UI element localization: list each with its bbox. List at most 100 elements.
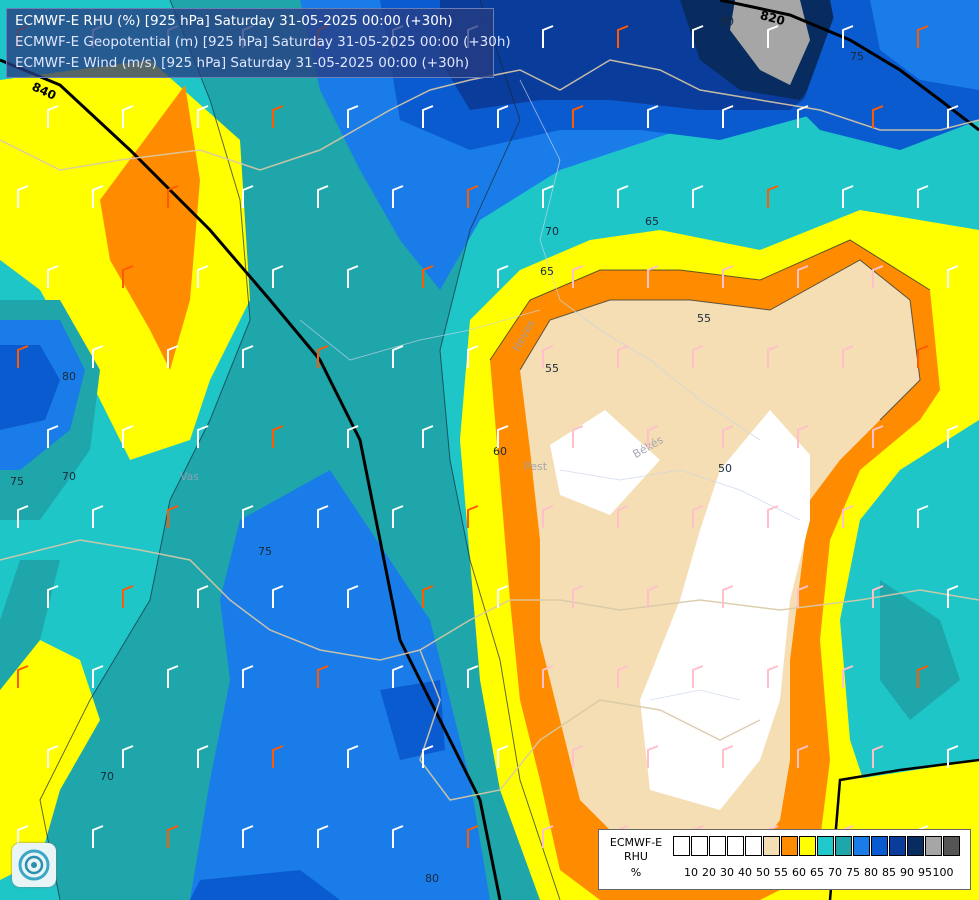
wind-barb-icon <box>722 585 734 608</box>
wind-barb-icon <box>242 345 254 368</box>
wind-barb-icon <box>92 345 104 368</box>
contour-label-rhu: 80 <box>62 370 76 383</box>
wind-barb-icon <box>497 265 509 288</box>
contour-label-rhu: 90 <box>720 15 734 28</box>
wind-barb-icon <box>467 345 479 368</box>
wind-barb-icon <box>347 745 359 768</box>
wind-barb-icon <box>167 505 179 528</box>
wind-barb-icon <box>947 105 959 128</box>
wind-barb-icon <box>692 185 704 208</box>
legend-tick: 75 <box>846 866 860 879</box>
wind-barb-icon <box>692 25 704 48</box>
wind-barb-icon <box>617 345 629 368</box>
wind-barb-icon <box>542 505 554 528</box>
wind-barb-icon <box>722 105 734 128</box>
legend-swatch <box>691 836 708 856</box>
wind-barb-icon <box>647 105 659 128</box>
wind-barb-icon <box>197 105 209 128</box>
legend-swatch <box>709 836 726 856</box>
legend-swatch <box>943 836 960 856</box>
wind-barb-icon <box>947 745 959 768</box>
wind-barb-icon <box>47 745 59 768</box>
wind-barb-icon <box>842 345 854 368</box>
wind-barb-icon <box>542 665 554 688</box>
wind-barb-icon <box>917 25 929 48</box>
rhu-band-70-75-sw <box>0 560 60 690</box>
wind-barb-icon <box>647 745 659 768</box>
wind-barb-icon <box>317 825 329 848</box>
rhu-band-70-75-east <box>880 580 960 720</box>
legend-swatch <box>925 836 942 856</box>
wind-barb-icon <box>797 745 809 768</box>
wind-barb-icon <box>272 585 284 608</box>
legend-swatch <box>799 836 816 856</box>
legend-tick: 30 <box>720 866 734 879</box>
title-wind: ECMWF-E Wind (m/s) [925 hPa] Saturday 31… <box>15 55 470 71</box>
legend-tick: 80 <box>864 866 878 879</box>
wind-barb-icon <box>17 825 29 848</box>
legend-tick: 65 <box>810 866 824 879</box>
wind-barb-icon <box>167 825 179 848</box>
wind-barb-icon <box>947 585 959 608</box>
contour-label-rhu: 70 <box>545 225 559 238</box>
wind-barb-icon <box>422 425 434 448</box>
wind-barb-icon <box>17 505 29 528</box>
rhu-band-80-85-west <box>0 345 60 430</box>
legend-swatch <box>889 836 906 856</box>
wind-barb-icon <box>197 425 209 448</box>
legend-swatch <box>781 836 798 856</box>
wind-barb-icon <box>122 745 134 768</box>
wind-barb-icon <box>692 665 704 688</box>
wind-barb-icon <box>497 105 509 128</box>
contour-label-rhu: 75 <box>258 545 272 558</box>
wind-barb-icon <box>317 185 329 208</box>
contour-label-rhu: 60 <box>493 445 507 458</box>
legend-tick: 100 <box>932 866 954 879</box>
legend-swatch <box>853 836 870 856</box>
wind-barb-icon <box>47 425 59 448</box>
wind-barb-icon <box>542 345 554 368</box>
wind-barb-icon <box>197 265 209 288</box>
contour-label-rhu: 55 <box>545 362 559 375</box>
wind-barb-icon <box>497 425 509 448</box>
wind-barb-icon <box>122 425 134 448</box>
wind-barb-icon <box>272 105 284 128</box>
legend-tick: 55 <box>774 866 788 879</box>
wind-barb-icon <box>572 745 584 768</box>
contour-label-820: 820 <box>759 8 787 28</box>
wind-barb-icon <box>572 585 584 608</box>
wind-barb-icon <box>542 185 554 208</box>
title-rhu: ECMWF-E RHU (%) [925 hPa] Saturday 31-05… <box>15 13 453 29</box>
legend-tick: 85 <box>882 866 896 879</box>
wind-barb-icon <box>842 25 854 48</box>
legend-swatch <box>871 836 888 856</box>
wind-barb-icon <box>842 505 854 528</box>
legend-swatch <box>727 836 744 856</box>
wind-barb-icon <box>242 185 254 208</box>
rhu-band-ne-mid <box>870 0 979 90</box>
legend-swatch <box>817 836 834 856</box>
wind-barb-icon <box>317 345 329 368</box>
wind-barb-icon <box>767 25 779 48</box>
contour-label-rhu: 70 <box>100 770 114 783</box>
wind-barb-icon <box>92 825 104 848</box>
wind-barb-icon <box>422 265 434 288</box>
rhu-band-75-80-south <box>190 470 490 900</box>
wind-barb-icon <box>797 265 809 288</box>
contour-label-rhu: 70 <box>62 470 76 483</box>
wind-barb-icon <box>647 585 659 608</box>
wind-barb-icon <box>392 505 404 528</box>
rhu-band-60-65-sw <box>0 640 100 880</box>
color-legend: ECMWF-E RHU % 10 20 30 40 50 55 60 65 70 75 80 85 90… <box>598 829 971 890</box>
wind-barb-icon <box>617 25 629 48</box>
wind-barb-icon <box>797 585 809 608</box>
wind-barb-icon <box>617 185 629 208</box>
legend-tick: 90 <box>900 866 914 879</box>
wind-barb-icon <box>467 505 479 528</box>
wind-barb-icon <box>722 425 734 448</box>
wind-barb-icon <box>47 105 59 128</box>
wind-barb-icon <box>317 505 329 528</box>
wind-barb-icon <box>692 505 704 528</box>
contour-label-rhu: 65 <box>645 215 659 228</box>
